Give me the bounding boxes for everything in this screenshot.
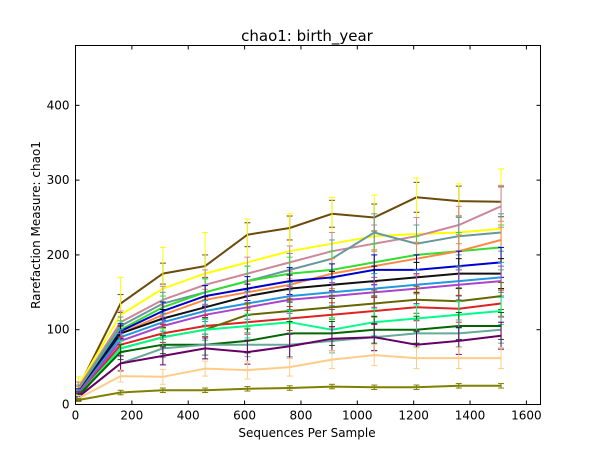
y-tick-label: 200	[47, 248, 70, 262]
y-tick-label: 100	[47, 323, 70, 337]
x-tick-label: 200	[120, 409, 143, 423]
x-tick-label: 1600	[511, 409, 542, 423]
x-tick-label: 0	[72, 409, 80, 423]
y-tick-label: 300	[47, 173, 70, 187]
x-tick-label: 1200	[398, 409, 429, 423]
axis-ticks: 0 200 400 600 800 1000 1200 1400 1600 0 100 200 300 4…	[47, 45, 542, 423]
x-tick-label: 800	[290, 409, 313, 423]
x-tick-label: 1400	[455, 409, 486, 423]
x-tick-label: 1000	[342, 409, 373, 423]
series-line	[78, 384, 501, 401]
y-tick-label: 0	[62, 398, 70, 412]
x-tick-label: 400	[177, 409, 200, 423]
y-axis-label: Rarefaction Measure: chao1	[29, 141, 43, 309]
series-line	[77, 354, 501, 400]
plot-frame	[75, 45, 541, 405]
x-axis-label: Sequences Per Sample	[238, 426, 375, 440]
series-line	[77, 334, 502, 398]
y-tick-label: 400	[47, 98, 70, 112]
series-18	[75, 383, 505, 403]
plot-area	[75, 168, 505, 403]
series-16	[75, 321, 505, 402]
x-tick-label: 600	[233, 409, 256, 423]
chart-title: chao1: birth_year	[241, 27, 374, 46]
